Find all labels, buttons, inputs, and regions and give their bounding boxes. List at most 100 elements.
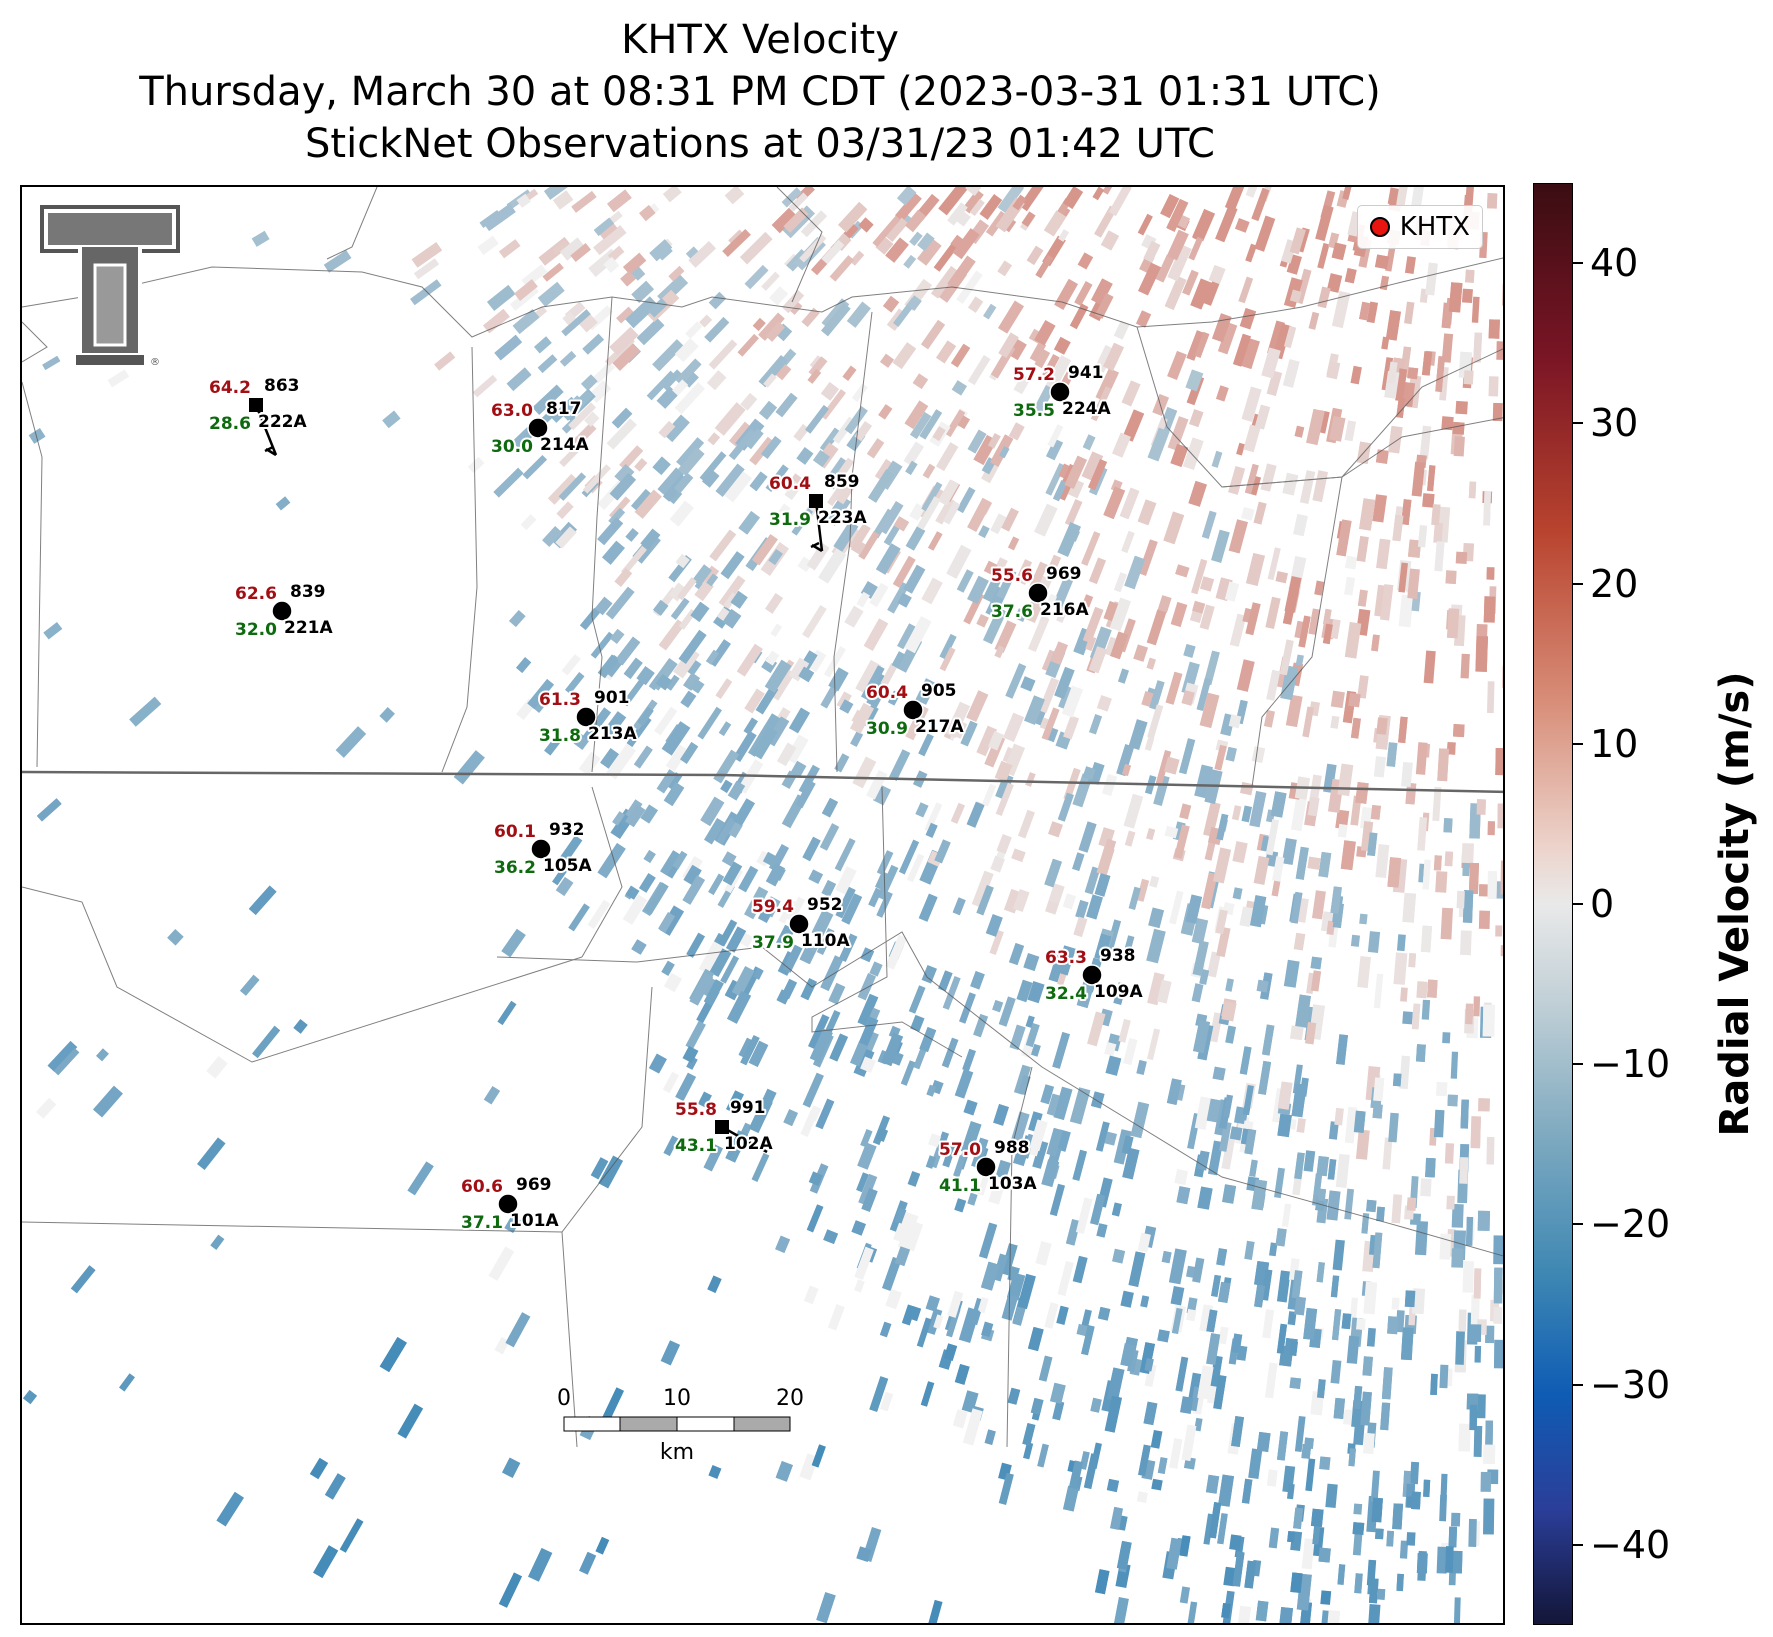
- station-102a[interactable]: 55.8 991 43.1 102A: [673, 1096, 775, 1158]
- station-pressure: 932: [549, 820, 585, 840]
- colorbar-tick-label: 40: [1590, 241, 1639, 286]
- station-pressure: 817: [546, 399, 582, 419]
- colorbar-tick-label: −10: [1590, 1042, 1671, 1087]
- svg-text:®: ®: [150, 357, 160, 368]
- scale-bar: 0 10 20 km: [557, 1386, 804, 1465]
- colorbar-tick: [1573, 742, 1583, 745]
- scale-tick-0: 0: [557, 1386, 571, 1411]
- station-id: 216A: [1040, 600, 1089, 620]
- station-dewpoint: 31.9: [769, 510, 811, 530]
- title-line-3: StickNet Observations at 03/31/23 01:42 …: [305, 121, 1215, 167]
- station-id: 214A: [540, 435, 589, 455]
- wind-barb-icon: [721, 1125, 768, 1154]
- colorbar: [1533, 183, 1573, 1625]
- station-id: 223A: [818, 508, 867, 528]
- title-line-1: KHTX Velocity: [621, 17, 899, 63]
- station-circle-marker: [575, 706, 597, 728]
- colorbar-tick-label: −40: [1590, 1522, 1671, 1567]
- station-id: 103A: [988, 1174, 1037, 1194]
- station-circle-marker: [1049, 381, 1071, 403]
- wind-barb-icon: [810, 500, 824, 553]
- colorbar-tick: [1573, 1543, 1583, 1546]
- station-pressure: 938: [1100, 946, 1136, 966]
- wind-barb-icon: [254, 404, 278, 457]
- texas-tech-double-t-logo: ®: [40, 205, 180, 368]
- station-214a[interactable]: 63.0 817 30.0 214A: [489, 397, 591, 459]
- state-boundary: [22, 770, 1503, 794]
- station-217a[interactable]: 60.4 905 30.9 217A: [864, 679, 966, 741]
- colorbar-tick-label: 20: [1590, 561, 1639, 606]
- station-224a[interactable]: 57.2 941 35.5 224A: [1011, 361, 1113, 423]
- station-dewpoint: 32.0: [235, 620, 277, 640]
- station-pressure: 952: [807, 895, 843, 915]
- station-216a[interactable]: 55.6 969 37.6 216A: [989, 562, 1091, 624]
- station-id: 110A: [801, 931, 850, 951]
- colorbar-tick: [1573, 1223, 1583, 1226]
- station-dewpoint: 32.4: [1045, 984, 1087, 1004]
- station-222a[interactable]: 64.2 863 28.6 222A: [207, 374, 309, 457]
- colorbar-tick: [1573, 903, 1583, 905]
- colorbar-tick: [1573, 262, 1583, 265]
- station-temperature: 59.4: [752, 897, 794, 917]
- station-id: 213A: [588, 724, 637, 744]
- station-221a[interactable]: 62.6 839 32.0 221A: [233, 580, 335, 642]
- station-pressure: 901: [594, 688, 630, 708]
- station-temperature: 55.6: [991, 566, 1033, 586]
- station-213a[interactable]: 61.3 901 31.8 213A: [537, 686, 639, 748]
- station-id: 222A: [258, 412, 307, 432]
- station-dewpoint: 37.6: [991, 602, 1033, 622]
- radar-map[interactable]: ® 64.2 863 28.6 222A 63.0 817 30.0 214A 57.2 941 3…: [20, 185, 1505, 1625]
- colorbar-tick-label: 0: [1590, 882, 1615, 926]
- station-pressure: 991: [730, 1098, 766, 1118]
- colorbar-tick-label: −30: [1590, 1362, 1671, 1407]
- station-circle-marker: [1081, 964, 1103, 986]
- station-temperature: 61.3: [539, 690, 581, 710]
- station-pressure: 859: [824, 472, 860, 492]
- station-id: 217A: [915, 717, 964, 737]
- station-105a[interactable]: 60.1 932 36.2 105A: [492, 818, 594, 880]
- station-109a[interactable]: 63.3 938 32.4 109A: [1043, 944, 1145, 1006]
- sticknet-stations: 64.2 863 28.6 222A 63.0 817 30.0 214A 57.2 941 35.…: [207, 361, 1145, 1235]
- station-temperature: 60.4: [769, 474, 811, 494]
- station-dewpoint: 41.1: [939, 1176, 981, 1196]
- radar-site-marker-icon: [1369, 217, 1390, 237]
- station-dewpoint: 30.9: [866, 719, 908, 739]
- station-circle-marker: [975, 1156, 997, 1178]
- figure-title: KHTX Velocity Thursday, March 30 at 08:3…: [0, 14, 1520, 170]
- colorbar-tick: [1573, 582, 1583, 585]
- colorbar-label: Radial Velocity (m/s): [1712, 671, 1758, 1137]
- station-103a[interactable]: 57.0 988 41.1 103A: [937, 1136, 1039, 1198]
- station-pressure: 988: [994, 1138, 1030, 1158]
- station-223a[interactable]: 60.4 859 31.9 223A: [767, 470, 869, 553]
- colorbar-tick: [1573, 1383, 1583, 1386]
- station-dewpoint: 37.9: [752, 933, 794, 953]
- scale-tick-20: 20: [776, 1386, 804, 1411]
- station-id: 101A: [510, 1211, 559, 1231]
- station-pressure: 839: [290, 582, 326, 602]
- colorbar-tick: [1573, 1063, 1583, 1066]
- station-101a[interactable]: 60.6 969 37.1 101A: [459, 1173, 561, 1235]
- station-id: 105A: [543, 856, 592, 876]
- station-dewpoint: 37.1: [461, 1213, 503, 1233]
- station-dewpoint: 31.8: [539, 726, 581, 746]
- station-dewpoint: 35.5: [1013, 401, 1055, 421]
- station-pressure: 969: [1046, 564, 1082, 584]
- scale-unit: km: [660, 1440, 694, 1465]
- station-pressure: 941: [1068, 363, 1104, 383]
- station-temperature: 64.2: [209, 378, 251, 398]
- radar-velocity-field: [22, 187, 1503, 1623]
- station-110a[interactable]: 59.4 952 37.9 110A: [750, 893, 852, 955]
- station-temperature: 60.6: [461, 1177, 503, 1197]
- colorbar-tick-label: 30: [1590, 401, 1639, 446]
- station-temperature: 60.1: [494, 822, 536, 842]
- station-pressure: 969: [516, 1175, 552, 1195]
- station-id: 224A: [1062, 399, 1111, 419]
- station-temperature: 57.2: [1013, 365, 1055, 385]
- legend-label: KHTX: [1399, 212, 1470, 242]
- station-dewpoint: 30.0: [491, 437, 533, 457]
- colorbar-tick: [1573, 422, 1583, 425]
- station-temperature: 63.3: [1045, 948, 1087, 968]
- station-circle-marker: [902, 699, 924, 721]
- colorbar-tick-label: 10: [1590, 721, 1639, 766]
- station-id: 109A: [1094, 982, 1143, 1002]
